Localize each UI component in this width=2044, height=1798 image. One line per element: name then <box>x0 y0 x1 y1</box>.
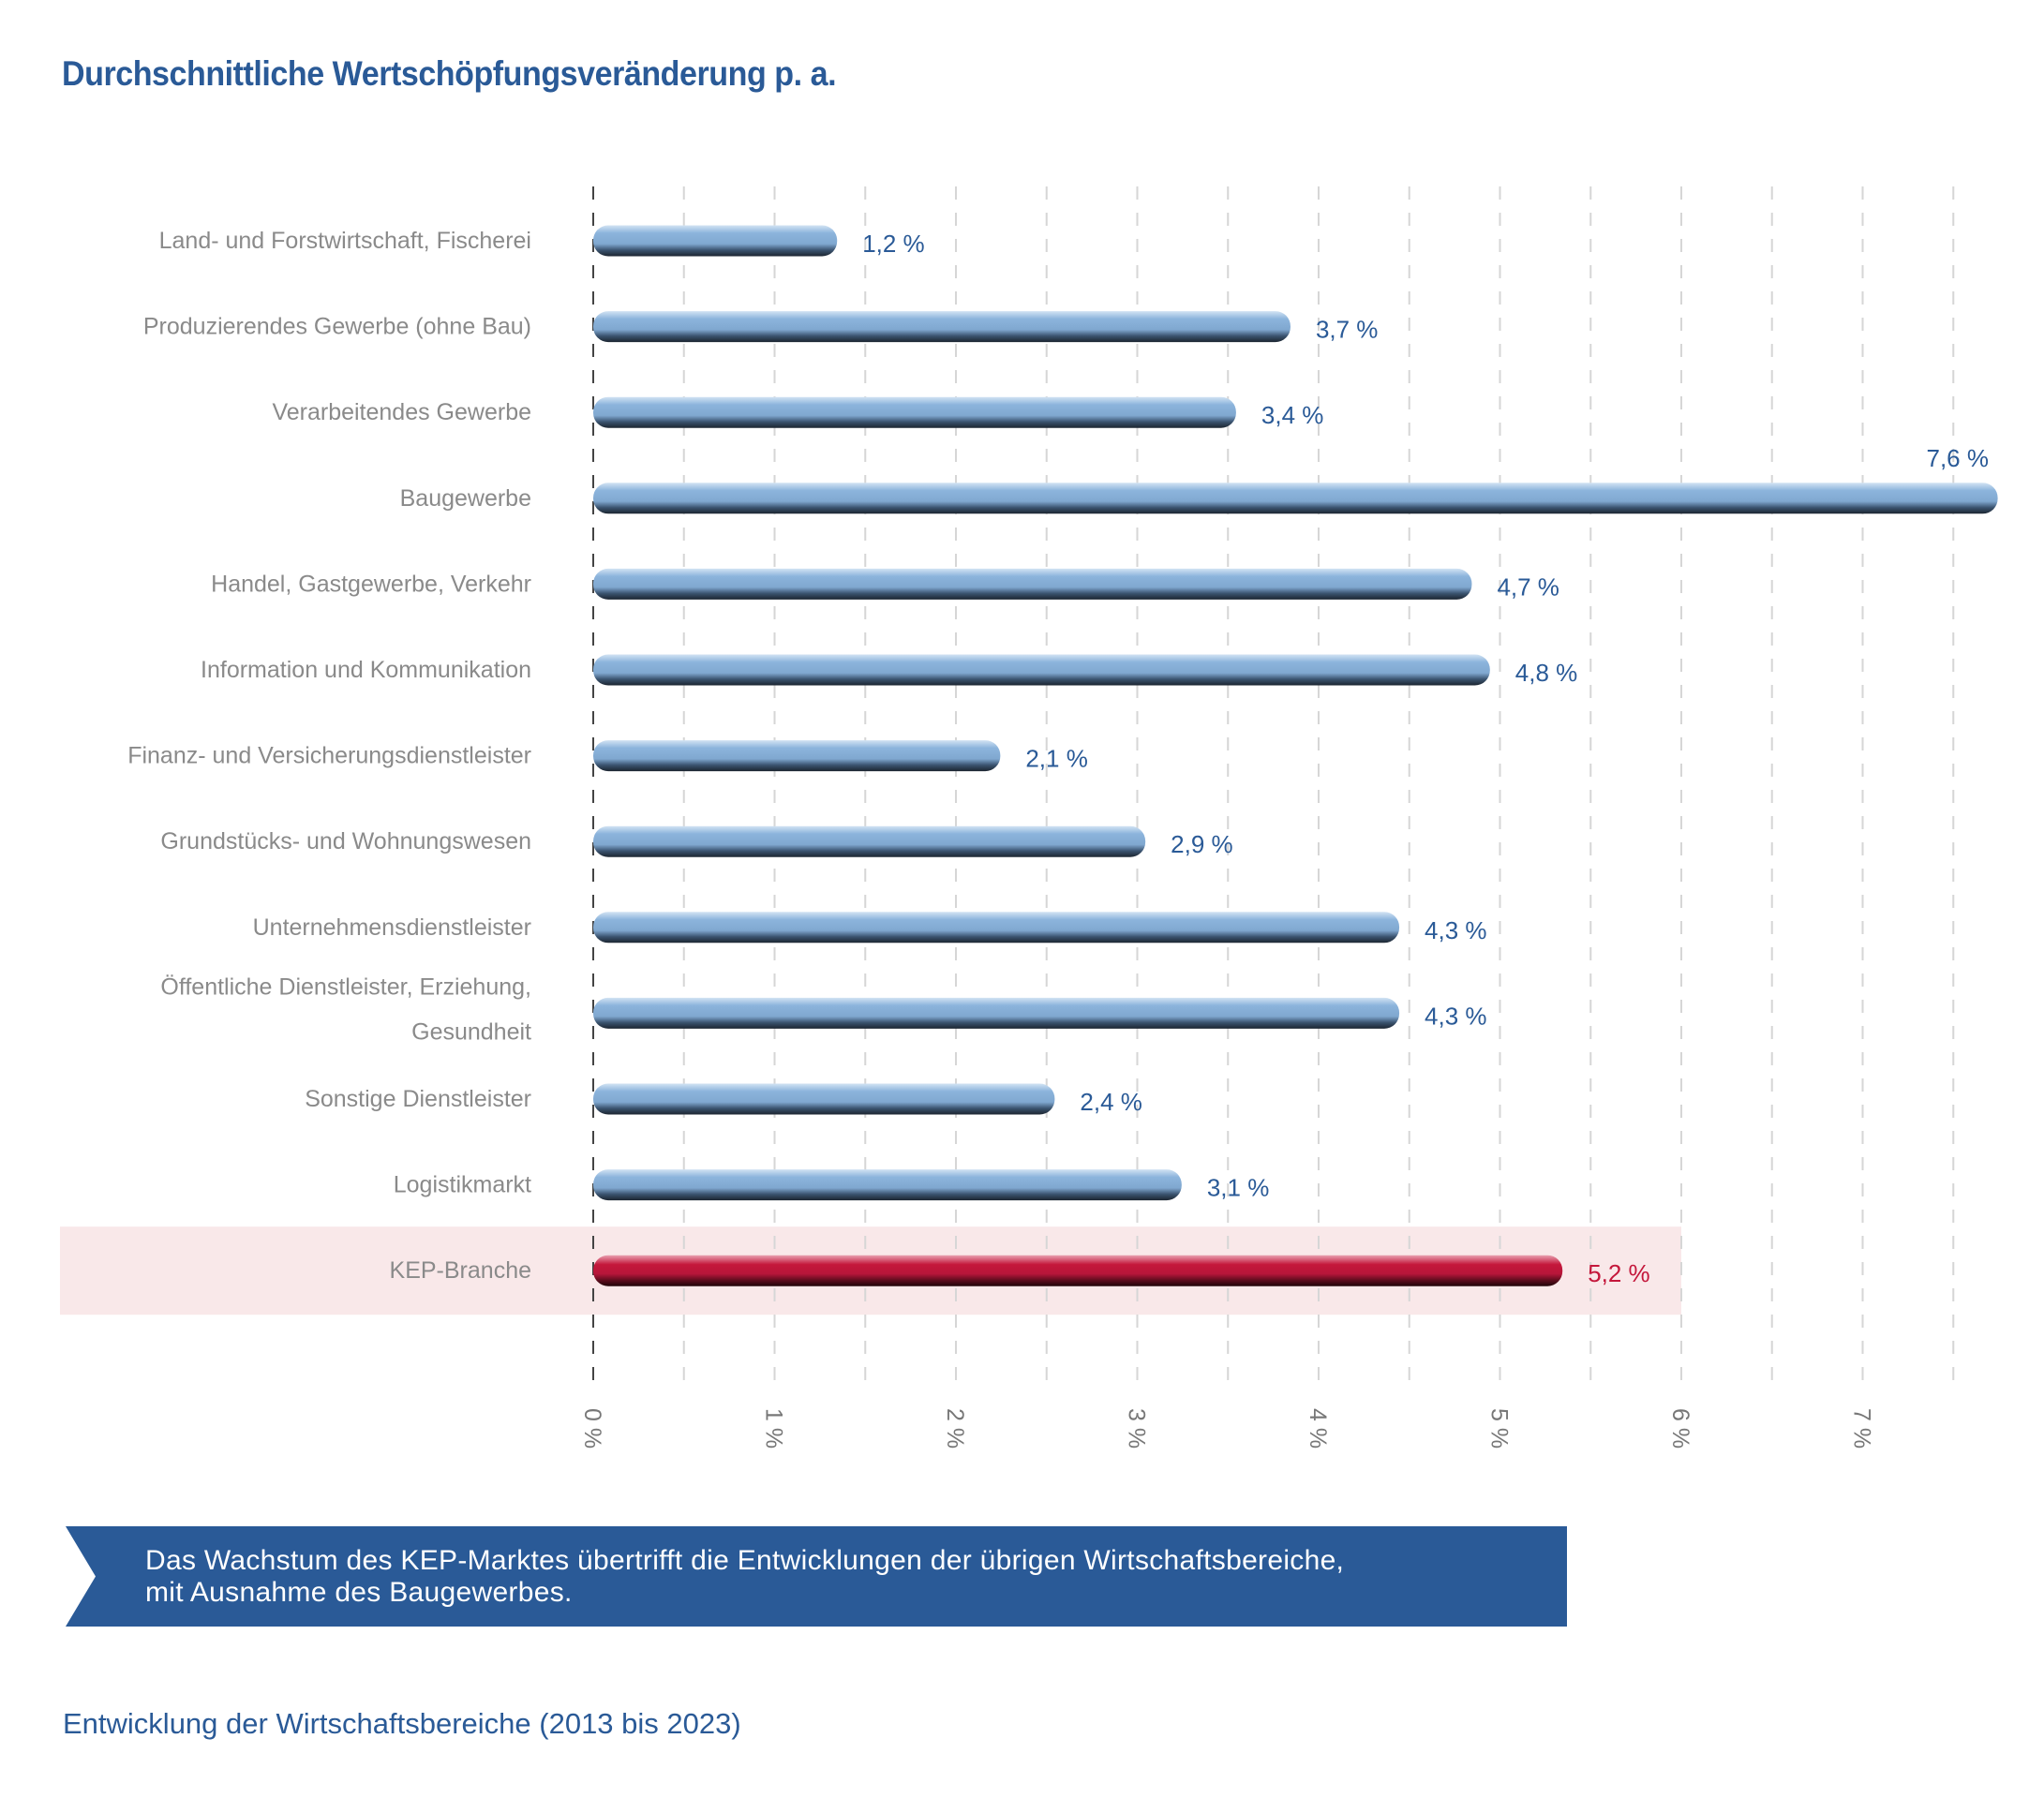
value-label: 2,4 % <box>1080 1088 1142 1116</box>
x-tick-label: 7 % <box>1849 1408 1875 1449</box>
category-label: Sonstige Dienstleister <box>305 1086 531 1112</box>
bar <box>593 1169 1182 1201</box>
bar <box>593 225 838 257</box>
category-label: Baugewerbe <box>400 485 531 512</box>
bar <box>593 740 1001 772</box>
bar <box>593 568 1472 600</box>
bar <box>593 311 1291 343</box>
value-label: 4,7 % <box>1497 572 1559 601</box>
category-label: KEP-Branche <box>390 1257 531 1284</box>
category-label: Handel, Gastgewerbe, Verkehr <box>211 571 531 597</box>
category-label: Öffentliche Dienstleister, Erziehung, <box>160 973 531 1000</box>
category-label: Verarbeitendes Gewerbe <box>272 399 531 425</box>
callout-line: Das Wachstum des KEP-Marktes übertrifft … <box>145 1545 1345 1576</box>
category-label: Finanz- und Versicherungsdienstleister <box>127 743 531 769</box>
x-tick-label: 0 % <box>579 1408 605 1449</box>
value-label: 3,1 % <box>1207 1174 1270 1202</box>
bar <box>593 997 1400 1029</box>
value-label: 3,4 % <box>1261 401 1324 429</box>
category-label: Information und Kommunikation <box>201 657 531 683</box>
value-label: 7,6 % <box>1927 444 1990 472</box>
value-label: 2,9 % <box>1171 830 1233 858</box>
category-label: Gesundheit <box>411 1018 531 1045</box>
x-tick-label: 4 % <box>1305 1408 1331 1449</box>
value-label: 4,3 % <box>1425 1002 1487 1030</box>
bar <box>593 483 1998 514</box>
chart-title: Durchschnittliche Wertschöpfungsveränder… <box>62 54 837 93</box>
x-tick-label: 1 % <box>761 1408 787 1449</box>
value-label: 4,8 % <box>1515 659 1578 687</box>
category-label: Unternehmensdienstleister <box>253 914 531 941</box>
value-label: 1,2 % <box>862 230 925 258</box>
bar <box>593 396 1236 428</box>
category-label: Logistikmarkt <box>394 1172 531 1198</box>
value-label: 5,2 % <box>1588 1259 1650 1287</box>
x-tick-label: 6 % <box>1667 1408 1693 1449</box>
value-label: 2,1 % <box>1025 745 1088 773</box>
x-tick-label: 3 % <box>1124 1408 1150 1449</box>
footer-caption: Entwicklung der Wirtschaftsbereiche (201… <box>63 1707 741 1740</box>
callout-line: mit Ausnahme des Baugewerbes. <box>145 1577 573 1608</box>
value-label: 3,7 % <box>1316 316 1379 344</box>
bar-chart: 0 % 1 % 2 % 3 % 4 % 5 % 6 % 7 % Land- und Forstw… <box>60 186 1998 1449</box>
bar-highlight <box>593 1255 1563 1286</box>
category-label: Land- und Forstwirtschaft, Fischerei <box>159 228 531 254</box>
category-label: Grundstücks- und Wohnungswesen <box>160 828 531 854</box>
callout-banner: Das Wachstum des KEP-Marktes übertrifft … <box>66 1526 1567 1627</box>
category-label: Produzierendes Gewerbe (ohne Bau) <box>143 314 531 340</box>
x-tick-label: 2 % <box>942 1408 968 1449</box>
value-label: 4,3 % <box>1425 916 1487 944</box>
bar <box>593 825 1146 857</box>
bar <box>593 654 1490 686</box>
x-tick-label: 5 % <box>1486 1408 1513 1449</box>
bar <box>593 1083 1055 1115</box>
bar <box>593 912 1400 944</box>
